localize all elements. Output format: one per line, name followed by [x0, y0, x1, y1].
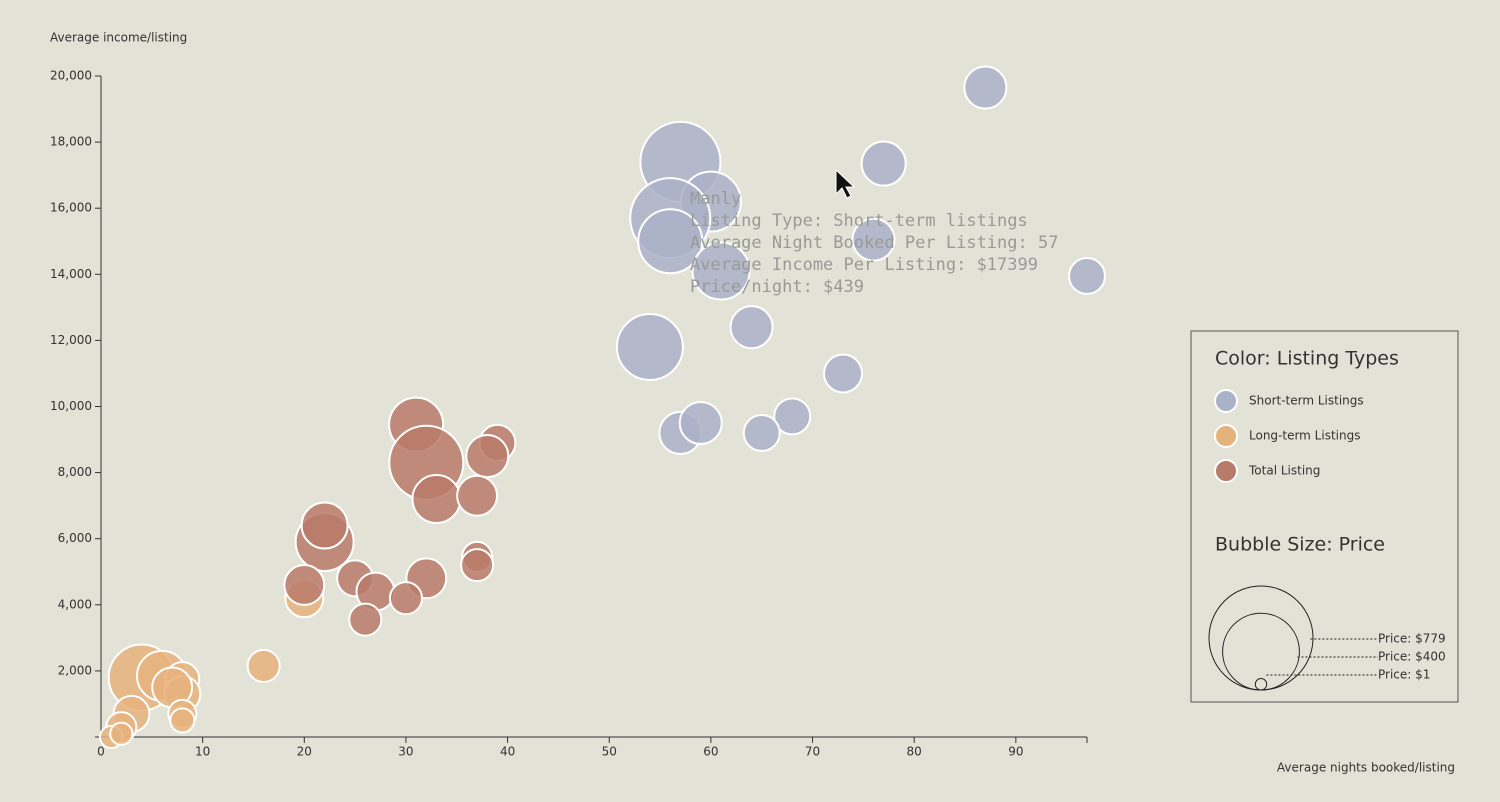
y-tick-label: 8,000	[58, 465, 92, 479]
bubble	[1068, 256, 1106, 295]
bubble	[246, 648, 281, 683]
size-legend-label: Price: $779	[1378, 632, 1446, 646]
tooltip-line: Average Income Per Listing: $17399	[690, 255, 1038, 275]
x-tick-label: 0	[97, 745, 105, 759]
bubble	[637, 208, 704, 275]
y-tick-label: 12,000	[50, 333, 92, 347]
bubble	[773, 397, 812, 436]
size-legend-circle	[1254, 678, 1268, 691]
legend-label: Long-term Listings	[1249, 429, 1360, 443]
y-tick-label: 4,000	[58, 597, 92, 611]
bubble	[963, 65, 1008, 110]
x-tick-label: 40	[500, 745, 515, 759]
bubble	[300, 501, 349, 550]
tooltip-line: Manly	[690, 189, 741, 209]
bubble	[860, 140, 907, 187]
bubble	[456, 474, 499, 517]
bubble	[109, 721, 134, 746]
bubble	[169, 707, 196, 734]
x-tick-label: 30	[398, 745, 413, 759]
bubble	[742, 413, 781, 452]
y-tick-label: 14,000	[50, 267, 92, 281]
tooltip-line: Average Night Booked Per Listing: 57	[690, 233, 1058, 253]
legend-swatch	[1214, 424, 1238, 448]
legend-swatch	[1214, 459, 1238, 483]
bubble	[348, 602, 383, 637]
legend-box	[1190, 330, 1459, 703]
x-tick-label: 60	[703, 745, 718, 759]
x-tick-label: 10	[195, 745, 210, 759]
size-legend-title: Bubble Size: Price	[1215, 534, 1385, 556]
legend-label: Short-term Listings	[1249, 394, 1364, 408]
y-tick-label: 18,000	[50, 135, 92, 149]
bubble	[729, 305, 774, 350]
bubble	[283, 564, 326, 606]
x-tick-label: 90	[1008, 745, 1023, 759]
size-legend-label: Price: $1	[1378, 668, 1430, 682]
bubble	[460, 548, 495, 583]
bubble	[678, 401, 723, 446]
bubble	[411, 474, 462, 525]
x-axis-label: Average nights booked/listing	[1277, 761, 1455, 775]
y-tick-label: 10,000	[50, 399, 92, 413]
size-legend-label: Price: $400	[1378, 650, 1446, 664]
cursor	[835, 168, 856, 199]
y-tick-label: 16,000	[50, 201, 92, 215]
x-tick-label: 80	[907, 745, 922, 759]
legend-label: Total Listing	[1248, 464, 1320, 478]
y-axis-label: Average income/listing	[50, 31, 187, 45]
x-tick-label: 50	[602, 745, 617, 759]
bubble	[823, 353, 864, 394]
tooltip-line: Listing Type: Short-term listings	[690, 211, 1028, 231]
y-tick-label: 20,000	[50, 69, 92, 83]
bubble	[691, 241, 751, 301]
bubble	[465, 434, 510, 479]
bubble	[851, 217, 896, 262]
x-tick-label: 20	[297, 745, 312, 759]
bubble	[388, 581, 423, 616]
tooltip-line: Price/night: $439	[690, 277, 864, 297]
legend-title: Color: Listing Types	[1215, 348, 1399, 370]
x-tick-label: 70	[805, 745, 820, 759]
legend-swatch	[1214, 389, 1238, 413]
y-tick-label: 2,000	[58, 663, 92, 677]
y-tick-label: 6,000	[58, 531, 92, 545]
bubble	[615, 313, 684, 381]
